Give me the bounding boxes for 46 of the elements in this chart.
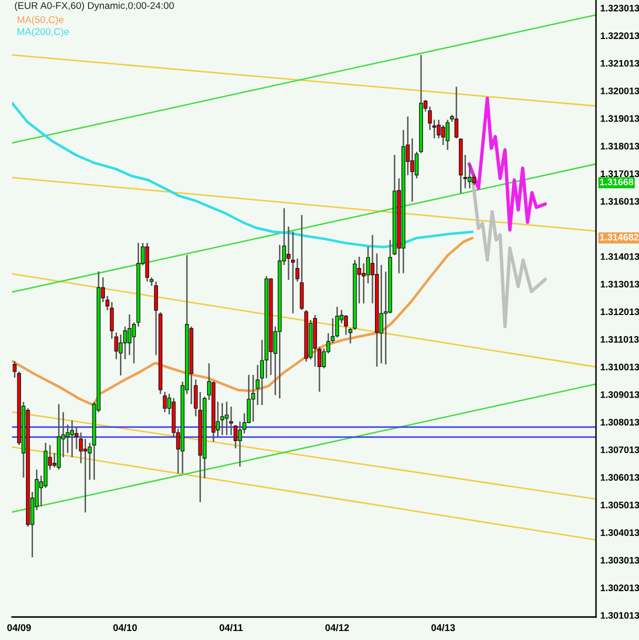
y-tick-label: 1.320013 xyxy=(600,88,639,94)
candlestick xyxy=(441,124,446,146)
y-tick-label: 1.301013 xyxy=(600,612,639,619)
x-tick-label: 04/11 xyxy=(220,624,243,632)
y-tick-label: 1.303013 xyxy=(600,556,639,564)
y-tick-label: 1.307013 xyxy=(600,446,639,454)
chart-title: (EUR A0-FX,60) Dynamic,0:00-24:00 xyxy=(14,2,174,11)
x-tick-label: 04/10 xyxy=(113,624,137,632)
y-tick-label: 1.311013 xyxy=(600,336,639,343)
candlestick xyxy=(224,400,229,436)
candlestick xyxy=(110,301,114,340)
y-tick-label: 1.302013 xyxy=(600,584,639,592)
y-tick-label: 1.316013 xyxy=(600,198,639,205)
y-tick-label: 1.321013 xyxy=(600,60,639,67)
candlestick xyxy=(330,318,335,344)
text: MA(200,C)e xyxy=(18,28,69,38)
y-tick-label: 1.309013 xyxy=(600,391,639,398)
x-tick-label: 04/13 xyxy=(431,624,455,632)
y-tick-label: 1.322013 xyxy=(600,32,639,40)
candlestick xyxy=(436,119,441,139)
y-tick-label: 1.313013 xyxy=(600,280,639,288)
y-tick-label: 1.304013 xyxy=(600,529,639,536)
candlestick xyxy=(118,334,123,376)
y-tick-label: 1.310013 xyxy=(600,364,639,370)
candlestick xyxy=(83,438,88,514)
candlestick xyxy=(454,86,458,139)
text: MA(50,C)e xyxy=(18,16,64,26)
y-tick-label: 1.323013 xyxy=(600,4,639,12)
y-tick-label: 1.306013 xyxy=(600,474,639,481)
x-tick-label: 04/12 xyxy=(325,624,349,632)
candlestick xyxy=(379,264,384,364)
y-tick-label: 1.305013 xyxy=(600,502,639,508)
candlestick xyxy=(251,374,256,422)
y-tick-label: 1.317013 xyxy=(600,170,639,178)
text: 1.31668 xyxy=(600,178,634,186)
x-tick-label: 04/09 xyxy=(7,624,31,632)
candlestick xyxy=(162,391,167,413)
candlestick xyxy=(114,332,118,360)
y-tick-label: 1.314013 xyxy=(600,253,639,260)
text: 1.314682 xyxy=(600,234,638,241)
y-tick-label: 1.319013 xyxy=(600,115,639,122)
y-tick-label: 1.308013 xyxy=(600,418,639,426)
candlestick xyxy=(220,402,224,436)
candlestick xyxy=(291,230,295,314)
y-tick-label: 1.318013 xyxy=(600,142,639,150)
y-tick-label: 1.312013 xyxy=(600,308,639,316)
